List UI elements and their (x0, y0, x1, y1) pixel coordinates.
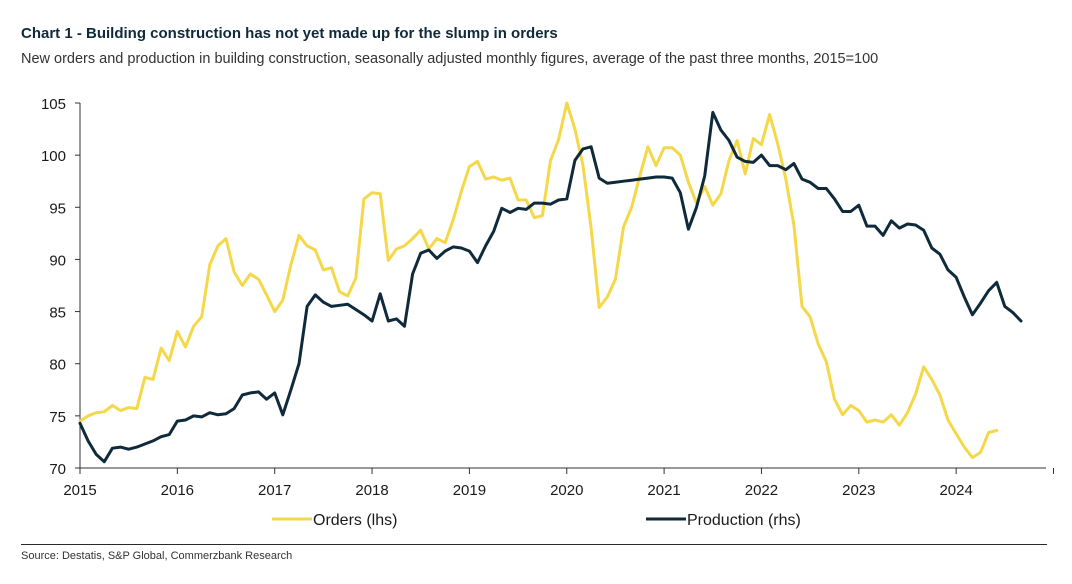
chart-subtitle: New orders and production in building co… (21, 51, 879, 67)
x-tick-label: 2022 (745, 482, 778, 499)
x-tick-label: 2016 (161, 482, 194, 499)
y-tick-label: 70 (49, 461, 66, 478)
y-tick-label: 100 (41, 148, 66, 165)
orders-series-line (78, 101, 999, 460)
next-heading-fragment (21, 572, 621, 584)
source-note: Source: Destatis, S&P Global, Commerzban… (21, 550, 293, 562)
y-tick-label: 75 (49, 409, 66, 426)
y-tick-label: 90 (49, 252, 66, 269)
chart-title: Chart 1 - Building construction has not … (21, 25, 558, 42)
y-tick-label: 95 (49, 200, 66, 217)
production-series-line (78, 110, 1023, 464)
x-tick-label: 2024 (939, 482, 972, 499)
x-tick-label: 2017 (258, 482, 291, 499)
x-tick-label: 2020 (550, 482, 583, 499)
y-tick-label: 85 (49, 305, 66, 322)
legend-production-label: Production (rhs) (687, 512, 801, 529)
line-chart: 70 75 80 85 90 95 100 105 2015 2016 2017 2018 2019 20… (41, 96, 1054, 529)
x-tick-label: 2019 (453, 482, 486, 499)
x-tick-label: 2015 (63, 482, 96, 499)
x-tick-label: 2023 (842, 482, 875, 499)
x-tick-label: 2018 (355, 482, 388, 499)
x-tick-label: 2021 (647, 482, 680, 499)
legend-orders-label: Orders (lhs) (313, 512, 397, 529)
y-tick-label: 80 (49, 357, 66, 374)
y-tick-label: 105 (41, 96, 66, 113)
source-divider (21, 544, 1047, 545)
